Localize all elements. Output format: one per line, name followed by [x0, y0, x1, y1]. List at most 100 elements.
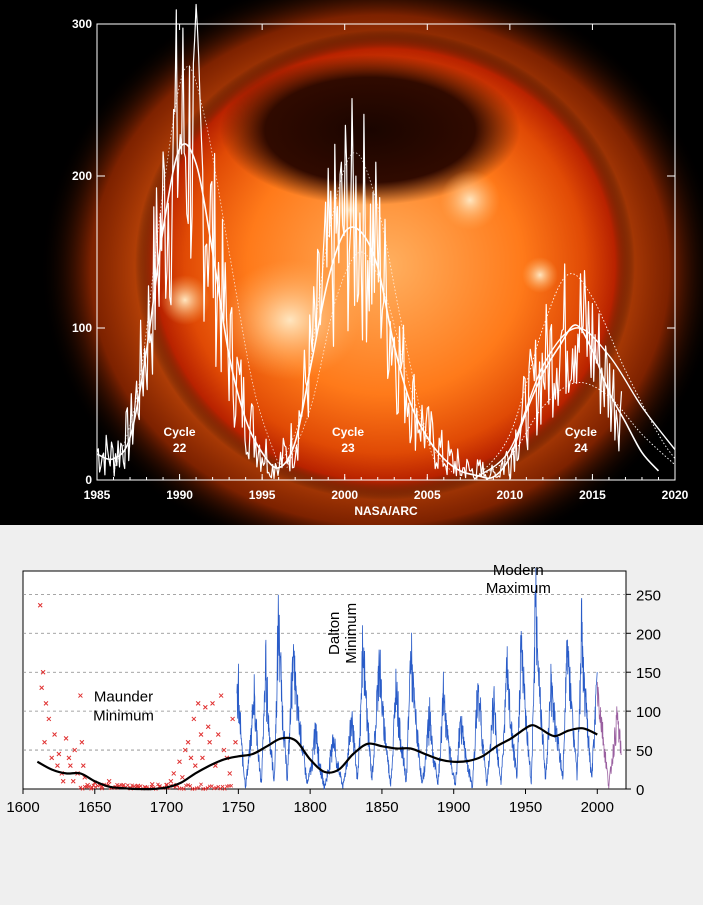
- maunder-label-line1: Maunder: [94, 688, 153, 705]
- cycle-annotation-number: 24: [574, 441, 588, 455]
- early-observation-point: [182, 747, 188, 753]
- early-observation-point: [52, 732, 57, 737]
- x-tick-label: 1985: [84, 488, 111, 502]
- cycle-envelope-line: [278, 152, 453, 473]
- top-axes: 1985 1990 1995 2000 2005 2010 2015 2020 0 100 200 3…: [72, 17, 689, 518]
- early-observation-point: [218, 693, 224, 698]
- early-observation-point: [188, 784, 193, 788]
- early-observation-point: [186, 783, 190, 787]
- early-observation-point: [60, 778, 66, 784]
- early-observation-point: [56, 751, 62, 757]
- prediction-high-line: [476, 273, 676, 478]
- early-observation-point: [171, 771, 177, 776]
- solar-cycle-chart-svg: 1985 1990 1995 2000 2005 2010 2015 2020 0 100 200 3…: [40, 0, 703, 525]
- early-observation-point: [198, 732, 204, 737]
- cycle-envelope-line: [113, 66, 280, 473]
- early-observation-point: [192, 787, 197, 791]
- early-observation-point: [177, 759, 182, 765]
- cycle-annotation-label: Cycle: [332, 425, 364, 439]
- y-tick-label: 200: [72, 169, 92, 183]
- early-observation-point: [168, 778, 174, 784]
- x-tick-label: 1750: [222, 799, 255, 816]
- solar-cycle-chart: 1985 1990 1995 2000 2005 2010 2015 2020 0 100 200 3…: [0, 0, 703, 525]
- early-observation-point: [134, 784, 139, 789]
- early-observation-point: [49, 755, 55, 761]
- early-observation-point: [78, 693, 83, 698]
- smoothed-sunspot-line: [96, 143, 660, 479]
- early-observation-point: [212, 786, 216, 791]
- early-observation-point: [80, 763, 86, 768]
- x-axis-label: NASA/ARC: [354, 504, 418, 518]
- early-observation-point: [89, 787, 94, 791]
- early-observation-point: [203, 787, 208, 791]
- x-tick-label: 1990: [166, 488, 193, 502]
- early-observation-point: [214, 785, 218, 790]
- early-observation-point: [180, 774, 185, 780]
- early-observation-point: [149, 784, 154, 789]
- early-observation-point: [68, 763, 73, 768]
- early-observation-point: [199, 782, 203, 787]
- cycle-annotation-number: 23: [341, 441, 355, 455]
- y-tick-label: 0: [85, 473, 92, 487]
- x-tick-label: 2010: [497, 488, 524, 502]
- early-observation-point: [205, 724, 211, 730]
- x-tick-label: 2005: [414, 488, 441, 502]
- early-observation-point: [207, 739, 212, 745]
- early-observation-point: [39, 685, 45, 691]
- x-tick-label: 1950: [509, 799, 542, 816]
- early-observation-point: [37, 602, 43, 608]
- early-observation-point: [130, 783, 134, 788]
- x-tick-label: 1995: [249, 488, 276, 502]
- early-observation-point: [210, 701, 215, 706]
- early-observation-point: [230, 716, 235, 722]
- early-observation-point: [192, 763, 198, 768]
- y-tick-label: 200: [636, 626, 661, 643]
- x-tick-label: 1600: [6, 799, 39, 816]
- early-observation-point: [196, 785, 201, 790]
- x-tick-label: 2000: [331, 488, 358, 502]
- early-observation-point: [79, 739, 85, 745]
- cycle-envelope-line: [286, 251, 436, 468]
- plot-frame: [96, 23, 676, 481]
- x-tick-label: 2015: [579, 488, 606, 502]
- early-observation-point: [63, 736, 69, 741]
- dalton-label-line2: Minimum: [343, 603, 360, 664]
- y-tick-label: 50: [636, 743, 653, 760]
- y-tick-label: 150: [636, 665, 661, 682]
- early-observation-point: [188, 755, 194, 761]
- early-observation-point: [205, 786, 210, 790]
- dalton-label-line1: Dalton: [326, 612, 343, 655]
- monthly-sunspot-line: [236, 567, 598, 790]
- early-observation-point: [185, 739, 191, 745]
- y-tick-label: 100: [636, 704, 661, 721]
- trend-line: [36, 724, 598, 791]
- early-observation-point: [221, 747, 227, 753]
- modern-label-line1: Modern: [493, 562, 544, 579]
- early-observation-point: [78, 785, 83, 790]
- y-tick-label: 250: [636, 587, 661, 604]
- early-observation-point: [181, 787, 186, 791]
- y-tick-label: 100: [72, 321, 92, 335]
- plot-area: [22, 570, 627, 790]
- early-observation-point: [100, 786, 104, 791]
- dalton-label: Dalton Minimum: [326, 603, 360, 664]
- early-observation-point: [229, 783, 234, 788]
- x-tick-label: 2020: [662, 488, 689, 502]
- early-observation-point: [215, 732, 221, 737]
- early-observation-point: [233, 739, 238, 745]
- y-tick-label: 0: [636, 782, 644, 799]
- early-observation-point: [42, 739, 47, 745]
- early-observation-point: [43, 701, 49, 706]
- early-observation-point: [93, 785, 98, 789]
- x-tick-label: 2000: [581, 799, 614, 816]
- maunder-label-line2: Minimum: [93, 707, 154, 724]
- early-observation-point: [106, 778, 112, 784]
- prediction-mid-line: [476, 327, 676, 478]
- raw-sunspot-line: [96, 3, 623, 481]
- early-observation-point: [125, 783, 130, 788]
- cycle-annotation-number: 22: [173, 441, 187, 455]
- x-tick-label: 1700: [150, 799, 183, 816]
- early-observation-point: [55, 763, 60, 768]
